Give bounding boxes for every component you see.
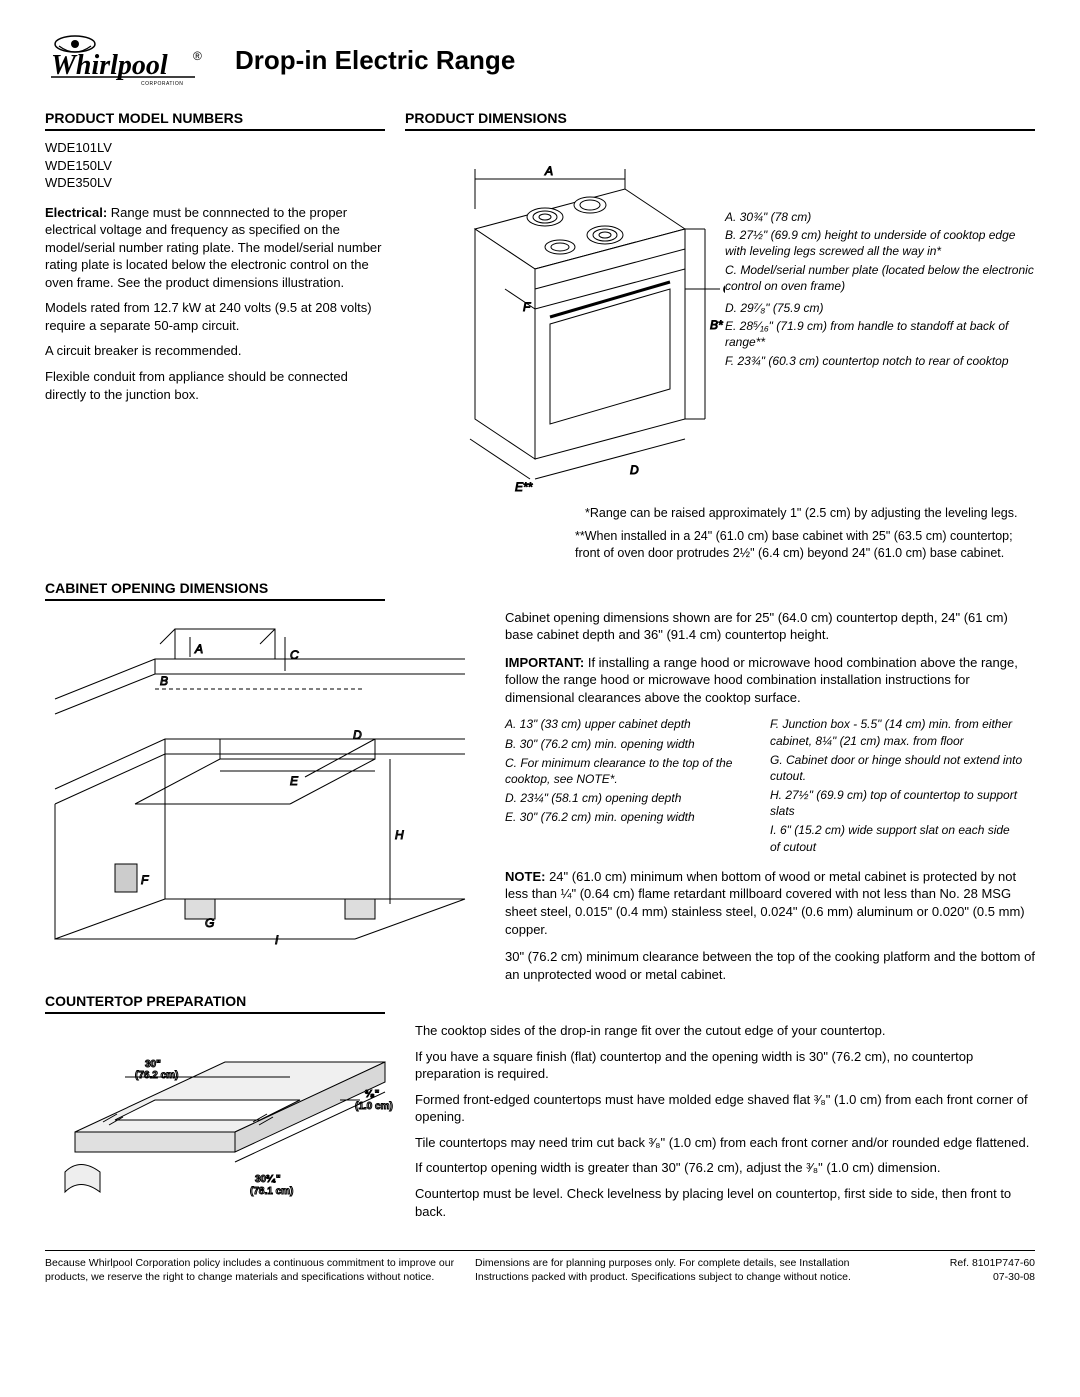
heading-countertop-prep: COUNTERTOP PREPARATION xyxy=(45,993,385,1014)
row-countertop: 30" (76.2 cm) ³⁄₈" (1.0 cm) 30³⁄₄" (78.1… xyxy=(45,1022,1035,1228)
whirlpool-logo: Whirlpool ® CORPORATION xyxy=(45,30,215,90)
dim-item: A. 30¾" (78 cm) xyxy=(725,209,1035,225)
cabinet-dim-list: A. 13" (33 cm) upper cabinet depth B. 30… xyxy=(505,716,1035,858)
ct-label-w2: (76.2 cm) xyxy=(135,1070,178,1081)
ct-para: Formed front-edged countertops must have… xyxy=(415,1091,1035,1126)
cabinet-note2: 30" (76.2 cm) minimum clearance between … xyxy=(505,948,1035,983)
model-item: WDE150LV xyxy=(45,157,385,175)
row-cabinet: A B C xyxy=(45,609,1035,994)
electrical-p4: Flexible conduit from appliance should b… xyxy=(45,368,385,403)
header: Whirlpool ® CORPORATION Drop-in Electric… xyxy=(45,30,1035,90)
cab-item: A. 13" (33 cm) upper cabinet depth xyxy=(505,716,758,732)
model-item: WDE101LV xyxy=(45,139,385,157)
cab-item: F. Junction box - 5.5" (14 cm) min. from… xyxy=(770,716,1023,748)
heading-cabinet-opening: CABINET OPENING DIMENSIONS xyxy=(45,580,385,601)
model-list: WDE101LV WDE150LV WDE350LV xyxy=(45,139,385,192)
dim-item: B. 27½" (69.9 cm) height to underside of… xyxy=(725,227,1035,259)
footer-date: 07-30-08 xyxy=(905,1271,1035,1285)
cab-item: C. For minimum clearance to the top of t… xyxy=(505,755,758,787)
row-product: PRODUCT MODEL NUMBERS WDE101LV WDE150LV … xyxy=(45,110,1035,562)
footer-left: Because Whirlpool Corporation policy inc… xyxy=(45,1257,475,1284)
product-dimensions-diagram: A B* C D E** F xyxy=(405,139,725,499)
cab-label-E: E xyxy=(290,774,299,788)
cab-item: E. 30" (76.2 cm) min. opening width xyxy=(505,809,758,825)
page-title: Drop-in Electric Range xyxy=(235,45,515,76)
cab-label-G: G xyxy=(205,916,214,930)
heading-model-numbers: PRODUCT MODEL NUMBERS xyxy=(45,110,385,131)
electrical-p3: A circuit breaker is recommended. xyxy=(45,342,385,360)
product-footnote-2: **When installed in a 24" (61.0 cm) base… xyxy=(575,528,1035,562)
cab-label-C: C xyxy=(290,648,299,662)
heading-product-dimensions: PRODUCT DIMENSIONS xyxy=(405,110,1035,131)
cabinet-text-col: Cabinet opening dimensions shown are for… xyxy=(505,609,1035,994)
dim-label-D: D xyxy=(630,463,639,477)
cab-item: D. 23¼" (58.1 cm) opening depth xyxy=(505,790,758,806)
svg-text:®: ® xyxy=(193,49,202,63)
ct-label-depth: 30³⁄₄" xyxy=(255,1174,281,1185)
cabinet-note1: NOTE: 24" (61.0 cm) minimum when bottom … xyxy=(505,868,1035,938)
ct-para: Countertop must be level. Check levelnes… xyxy=(415,1185,1035,1220)
countertop-diagram-col: 30" (76.2 cm) ³⁄₈" (1.0 cm) 30³⁄₄" (78.1… xyxy=(45,1022,415,1228)
cabinet-opening-diagram: A B C xyxy=(45,609,485,979)
dim-label-B: B* xyxy=(710,318,723,332)
ct-label-w: 30" xyxy=(145,1059,161,1070)
countertop-prep-diagram: 30" (76.2 cm) ³⁄₈" (1.0 cm) 30³⁄₄" (78.1… xyxy=(45,1022,405,1212)
page: Whirlpool ® CORPORATION Drop-in Electric… xyxy=(0,0,1080,1304)
dim-label-E: E** xyxy=(515,480,533,494)
footer-mid: Dimensions are for planning purposes onl… xyxy=(475,1257,905,1284)
footer-right: Ref. 8101P747-60 07-30-08 xyxy=(905,1257,1035,1284)
electrical-label: Electrical: xyxy=(45,205,107,220)
dim-label-F: F xyxy=(523,300,531,314)
cab-item: I. 6" (15.2 cm) wide support slat on eac… xyxy=(770,822,1023,854)
product-dim-list: A. 30¾" (78 cm) B. 27½" (69.9 cm) height… xyxy=(725,139,1035,499)
electrical-p1: Electrical: Range must be connnected to … xyxy=(45,204,385,292)
dim-item: C. Model/serial number plate (located be… xyxy=(725,262,1035,294)
ct-para: The cooktop sides of the drop-in range f… xyxy=(415,1022,1035,1040)
cab-label-H: H xyxy=(395,828,404,842)
dim-item: D. 29⁷⁄₈" (75.9 cm) xyxy=(725,300,1035,316)
footer-ref: Ref. 8101P747-60 xyxy=(905,1257,1035,1271)
col-model-numbers: PRODUCT MODEL NUMBERS WDE101LV WDE150LV … xyxy=(45,110,385,562)
cab-label-B: B xyxy=(160,674,168,688)
dim-item: E. 28⁵⁄₁₆" (71.9 cm) from handle to stan… xyxy=(725,318,1035,350)
ct-label-depth2: (78.1 cm) xyxy=(250,1186,293,1197)
product-footnote-1: *Range can be raised approximately 1" (2… xyxy=(585,505,1035,522)
col-product-dimensions: PRODUCT DIMENSIONS xyxy=(405,110,1035,562)
electrical-p2: Models rated from 12.7 kW at 240 volts (… xyxy=(45,299,385,334)
cab-label-A: A xyxy=(194,642,203,656)
dim-item: F. 23¾" (60.3 cm) countertop notch to re… xyxy=(725,353,1035,369)
ct-label-notch2: (1.0 cm) xyxy=(355,1101,393,1112)
cabinet-note1-text: 24" (61.0 cm) minimum when bottom of woo… xyxy=(505,869,1025,937)
model-item: WDE350LV xyxy=(45,174,385,192)
cab-label-F: F xyxy=(141,873,149,887)
ct-para: If you have a square finish (flat) count… xyxy=(415,1048,1035,1083)
cab-label-I: I xyxy=(275,933,279,947)
cabinet-important: IMPORTANT: If installing a range hood or… xyxy=(505,654,1035,707)
dim-label-A: A xyxy=(544,164,553,178)
ct-para: Tile countertops may need trim cut back … xyxy=(415,1134,1035,1152)
note-label: NOTE: xyxy=(505,869,545,884)
cab-label-D: D xyxy=(353,728,362,742)
footer: Because Whirlpool Corporation policy inc… xyxy=(45,1250,1035,1284)
ct-para: If countertop opening width is greater t… xyxy=(415,1159,1035,1177)
svg-text:CORPORATION: CORPORATION xyxy=(141,81,183,87)
cabinet-intro: Cabinet opening dimensions shown are for… xyxy=(505,609,1035,644)
countertop-text-col: The cooktop sides of the drop-in range f… xyxy=(415,1022,1035,1228)
cab-item: B. 30" (76.2 cm) min. opening width xyxy=(505,736,758,752)
important-label: IMPORTANT: xyxy=(505,655,584,670)
cab-item: G. Cabinet door or hinge should not exte… xyxy=(770,752,1023,784)
cab-item: H. 27½" (69.9 cm) top of countertop to s… xyxy=(770,787,1023,819)
cabinet-diagram-col: A B C xyxy=(45,609,505,994)
